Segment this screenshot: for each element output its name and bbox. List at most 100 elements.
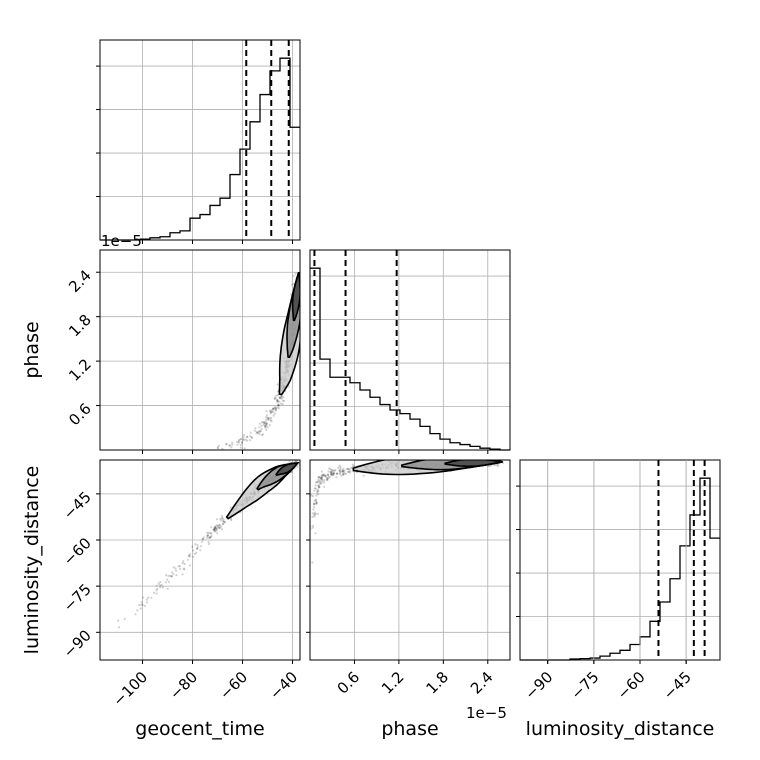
sample-point	[242, 439, 245, 442]
sample-point	[155, 589, 158, 592]
sample-point	[191, 545, 194, 548]
sample-point	[277, 407, 281, 410]
sample-point	[229, 517, 233, 521]
sample-point	[245, 435, 249, 439]
sample-point	[189, 555, 192, 558]
sample-point	[351, 463, 354, 466]
sample-point	[318, 476, 321, 479]
sample-point	[301, 282, 303, 284]
sample-point	[199, 545, 202, 548]
sample-point	[183, 562, 186, 566]
sample-point	[274, 396, 277, 399]
sample-point	[316, 490, 319, 493]
sample-point	[263, 422, 266, 425]
sample-point	[165, 574, 168, 577]
sample-point	[175, 574, 178, 577]
sample-point	[341, 469, 344, 472]
sample-point	[276, 393, 279, 397]
sample-point	[239, 443, 242, 447]
sample-point	[157, 582, 160, 585]
sample-point	[338, 469, 341, 472]
sample-point	[339, 466, 342, 469]
sample-point	[346, 467, 349, 470]
sample-point	[321, 478, 324, 481]
sample-point	[264, 424, 267, 427]
x-tick-label: 1.2	[378, 668, 408, 698]
sample-point	[145, 598, 149, 601]
sample-point	[342, 473, 345, 476]
sample-point	[260, 427, 263, 431]
sample-point	[255, 430, 258, 434]
sample-point	[330, 473, 333, 476]
sample-point	[314, 481, 318, 484]
panel-frame	[99, 39, 301, 241]
sample-point	[494, 456, 496, 458]
sample-point	[117, 619, 120, 622]
sample-point	[150, 596, 153, 599]
sample-point	[324, 476, 328, 479]
sample-point	[244, 438, 248, 441]
sample-point	[312, 524, 315, 528]
sample-point	[267, 418, 270, 421]
sample-point	[138, 604, 141, 607]
sample-point	[276, 406, 279, 409]
sample-point	[292, 274, 295, 277]
sample-point	[315, 501, 318, 504]
sample-point	[214, 528, 217, 531]
sample-point	[314, 532, 317, 535]
sample-point	[257, 431, 260, 434]
sample-point	[271, 407, 274, 411]
sample-point	[201, 537, 204, 541]
sample-point	[213, 526, 216, 530]
sample-point	[212, 528, 215, 531]
panel-frame	[309, 459, 511, 661]
x-axis-title-geocent_time: geocent_time	[135, 718, 264, 740]
sample-point	[314, 484, 317, 487]
sample-point	[321, 480, 324, 483]
sample-point	[237, 439, 240, 442]
sample-point	[320, 476, 323, 479]
x-axis-title-luminosity_distance: luminosity_distance	[526, 718, 715, 740]
density-contour-3	[291, 272, 300, 322]
sample-point	[318, 485, 321, 488]
sample-point	[267, 418, 270, 421]
sample-point	[488, 465, 491, 468]
sample-point	[332, 472, 335, 475]
sample-point	[316, 480, 319, 483]
sample-point	[332, 470, 335, 473]
sample-point	[261, 433, 265, 436]
sample-point	[239, 446, 243, 449]
sample-point	[271, 407, 275, 410]
panel-frame	[309, 249, 511, 451]
sample-point	[140, 601, 143, 604]
sample-point	[327, 475, 330, 478]
sample-point	[263, 422, 266, 425]
sample-point	[339, 473, 342, 476]
y-tick-label: 1.8	[65, 311, 95, 341]
sample-point	[340, 474, 343, 477]
sample-point	[316, 481, 319, 484]
sample-point	[219, 519, 223, 522]
y-tick-label: −75	[60, 580, 95, 615]
sample-point	[326, 477, 329, 480]
sample-point	[268, 424, 271, 427]
sample-point	[494, 463, 497, 467]
sample-point	[222, 520, 225, 523]
sample-point	[343, 469, 346, 472]
sample-point	[314, 512, 317, 515]
sample-point	[214, 530, 217, 533]
sample-point	[329, 468, 332, 471]
sample-point	[495, 464, 498, 467]
sample-point	[147, 596, 150, 599]
histogram-panel-luminosity_distance: −90 −75 −60 −45	[516, 459, 721, 703]
sample-point	[276, 399, 279, 403]
sample-point	[216, 524, 220, 528]
sample-point	[217, 444, 220, 447]
sample-point	[192, 549, 195, 552]
sample-point	[266, 414, 269, 417]
sample-point	[214, 525, 217, 528]
histogram-step-luminosity_distance	[520, 477, 720, 661]
sample-point	[272, 407, 275, 410]
y-axis-title-luminosity_distance: luminosity_distance	[21, 466, 43, 655]
sample-point	[317, 478, 320, 481]
